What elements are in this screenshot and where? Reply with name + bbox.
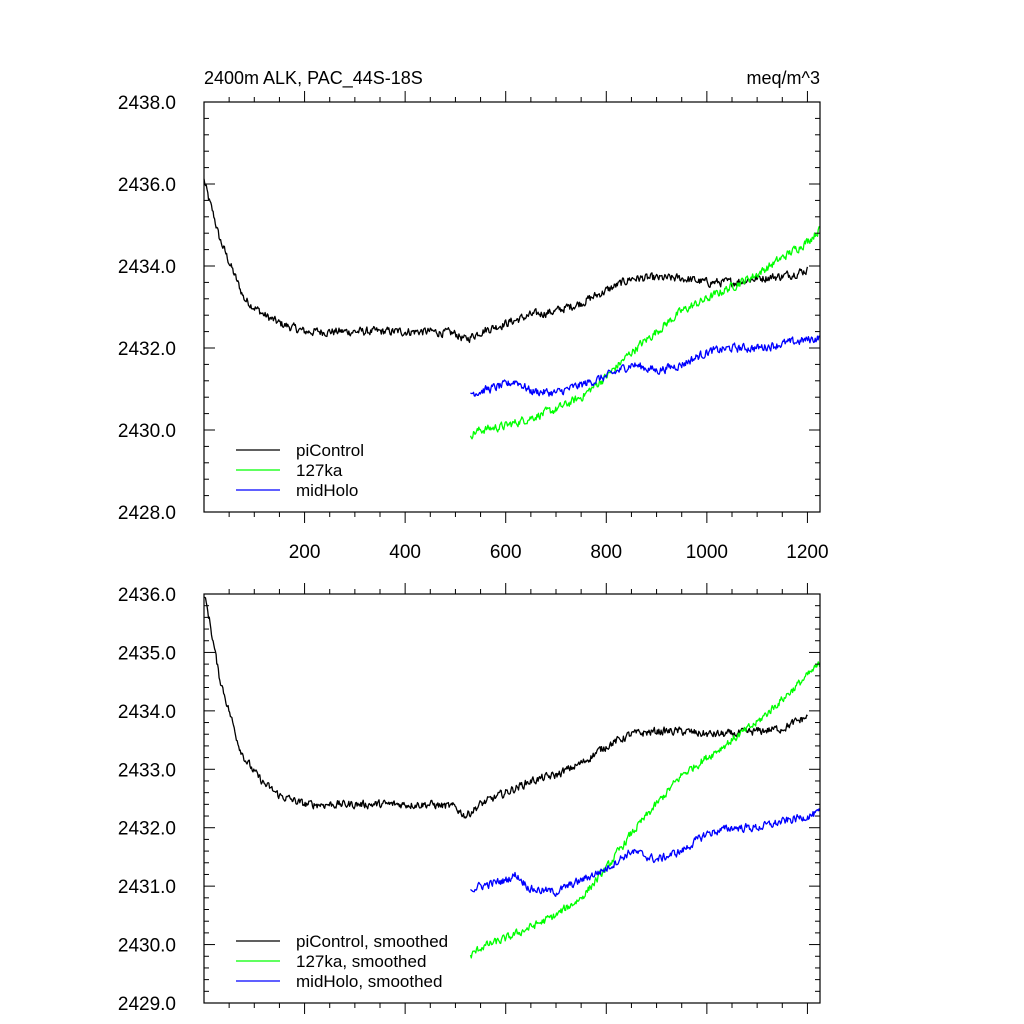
- bottom-panel-series: [204, 596, 821, 959]
- series-line-picontrol-smoothed: [204, 596, 808, 819]
- y-tick-label: 2436.0: [118, 175, 176, 196]
- y-tick-label: 2435.0: [118, 643, 176, 664]
- y-tick-label: 2430.0: [118, 421, 176, 442]
- legend-label-127ka-smoothed: 127ka, smoothed: [296, 952, 426, 971]
- top-panel-title: 2400m ALK, PAC_44S-18S: [204, 68, 423, 89]
- y-tick-label: 2428.0: [118, 503, 176, 524]
- legend-label-midholo-smoothed: midHolo, smoothed: [296, 972, 442, 991]
- top-panel-series: [203, 178, 820, 440]
- x-tick-label: 800: [590, 542, 622, 563]
- series-line-midholo: [470, 335, 820, 397]
- y-tick-label: 2434.0: [118, 702, 176, 723]
- series-line-127ka: [469, 226, 820, 440]
- series-line-picontrol: [203, 178, 809, 344]
- y-tick-label: 2433.0: [118, 760, 176, 781]
- x-tick-label: 400: [389, 542, 421, 563]
- bottom-panel-legend: piControl, smoothed 127ka, smoothed midH…: [236, 932, 448, 991]
- legend-label-midholo: midHolo: [296, 481, 358, 500]
- top-panel: 2400m ALK, PAC_44S-18S meq/m^3 2428.0 243…: [118, 68, 829, 563]
- bottom-panel-ticks: 2429.0 2430.0 2431.0 2432.0 2433.0 2434.0 2435…: [118, 583, 820, 1015]
- x-tick-label: 1200: [786, 542, 828, 563]
- legend-label-picontrol-smoothed: piControl, smoothed: [296, 932, 448, 951]
- top-panel-frame: [203, 101, 821, 513]
- y-tick-label: 2438.0: [118, 93, 176, 114]
- y-tick-label: 2434.0: [118, 257, 176, 278]
- bottom-panel-frame: [203, 593, 821, 1004]
- y-tick-label: 2432.0: [118, 819, 176, 840]
- legend-label-127ka: 127ka: [296, 461, 343, 480]
- top-panel-legend: piControl 127ka midHolo: [236, 441, 364, 500]
- y-tick-label: 2430.0: [118, 936, 176, 957]
- y-tick-label: 2429.0: [118, 994, 176, 1015]
- y-tick-label: 2436.0: [118, 585, 176, 606]
- top-panel-ticks: 2428.0 2430.0 2432.0 2434.0 2436.0 2438.0 200 4…: [118, 91, 829, 563]
- x-tick-label: 200: [289, 542, 321, 563]
- x-tick-label: 600: [490, 542, 522, 563]
- series-line-midholo-smoothed: [470, 808, 821, 897]
- series-line-127ka-smoothed: [469, 661, 821, 959]
- bottom-panel: 2429.0 2430.0 2431.0 2432.0 2433.0 2434.0 2435…: [118, 583, 821, 1015]
- y-tick-label: 2432.0: [118, 339, 176, 360]
- top-panel-units: meq/m^3: [747, 68, 820, 88]
- y-tick-label: 2431.0: [118, 877, 176, 898]
- x-tick-label: 1000: [686, 542, 728, 563]
- legend-label-picontrol: piControl: [296, 441, 364, 460]
